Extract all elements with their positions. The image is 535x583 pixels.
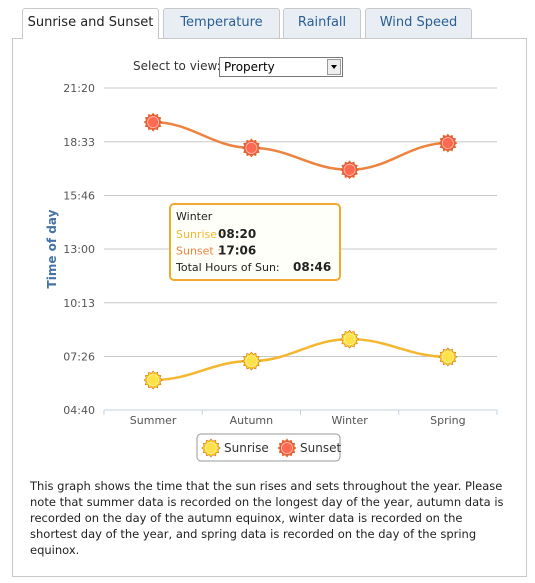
y-tick-label: 13:00 — [63, 243, 95, 256]
data-point — [438, 347, 458, 367]
y-tick-label: 15:46 — [63, 190, 95, 203]
tooltip-value: 08:20 — [218, 227, 256, 241]
description: This graph shows the time that the sun r… — [30, 479, 504, 557]
data-point — [143, 112, 163, 132]
marker-core — [147, 374, 160, 387]
tab[interactable]: Sunrise and Sunset — [22, 8, 159, 39]
y-tick-label: 18:33 — [63, 136, 95, 149]
select-value: Property — [224, 60, 275, 74]
series-line — [153, 120, 448, 172]
chart: 04:40 07:26 10:13 13:00 15:46 18:33 21:20 Summe… — [45, 82, 498, 462]
data-point — [438, 133, 458, 153]
select-label: Select to view: — [133, 59, 221, 73]
data-point — [340, 329, 360, 349]
marker-core — [343, 333, 356, 346]
data-point — [241, 351, 261, 371]
tooltip-value: 17:06 — [218, 244, 256, 258]
marker-core — [441, 137, 454, 150]
tooltip-label: Sunrise : — [176, 228, 224, 241]
legend-label: Sunrise — [224, 441, 269, 455]
legend-label: Sunset — [300, 441, 341, 455]
marker-core — [147, 116, 160, 129]
x-tick-label: Winter — [331, 414, 368, 427]
series-line — [153, 337, 448, 382]
tooltip-label: Sunset : — [176, 245, 221, 258]
data-point — [143, 370, 163, 390]
tab[interactable]: Rainfall — [283, 8, 361, 38]
x-tick-label: Autumn — [230, 414, 273, 427]
data-point — [340, 160, 360, 180]
tab[interactable]: Wind Speed — [365, 8, 472, 38]
select[interactable]: Property — [219, 57, 343, 77]
marker-core — [441, 350, 454, 363]
marker-core — [245, 141, 258, 154]
legend-box — [196, 433, 341, 462]
marker-core — [205, 442, 217, 454]
tab[interactable]: Temperature — [163, 8, 280, 38]
tooltip: Winter Sunrise :08:20 Sunset :17:06 Total H… — [169, 203, 341, 281]
data-point — [241, 138, 261, 158]
tooltip-title: Winter — [176, 210, 213, 223]
panel — [12, 38, 527, 577]
y-tick-label: 04:40 — [63, 404, 95, 417]
legend: Sunrise Sunset — [196, 433, 341, 462]
marker-core — [281, 442, 293, 454]
marker-core — [245, 355, 258, 368]
x-tick-label: Summer — [130, 414, 177, 427]
legend-marker — [277, 438, 297, 458]
y-tick-label: 21:20 — [63, 82, 95, 95]
tooltip-value: 08:46 — [293, 260, 331, 274]
legend-marker — [201, 438, 221, 458]
y-tick-label: 07:26 — [63, 351, 95, 364]
tooltip-label: Total Hours of Sun: — [175, 261, 280, 274]
select-arrow[interactable] — [327, 59, 341, 75]
y-tick-label: 10:13 — [63, 297, 95, 310]
marker-core — [343, 163, 356, 176]
tooltip-box — [169, 203, 341, 281]
y-axis-title: Time of day — [45, 209, 59, 288]
x-tick-label: Spring — [430, 414, 466, 427]
